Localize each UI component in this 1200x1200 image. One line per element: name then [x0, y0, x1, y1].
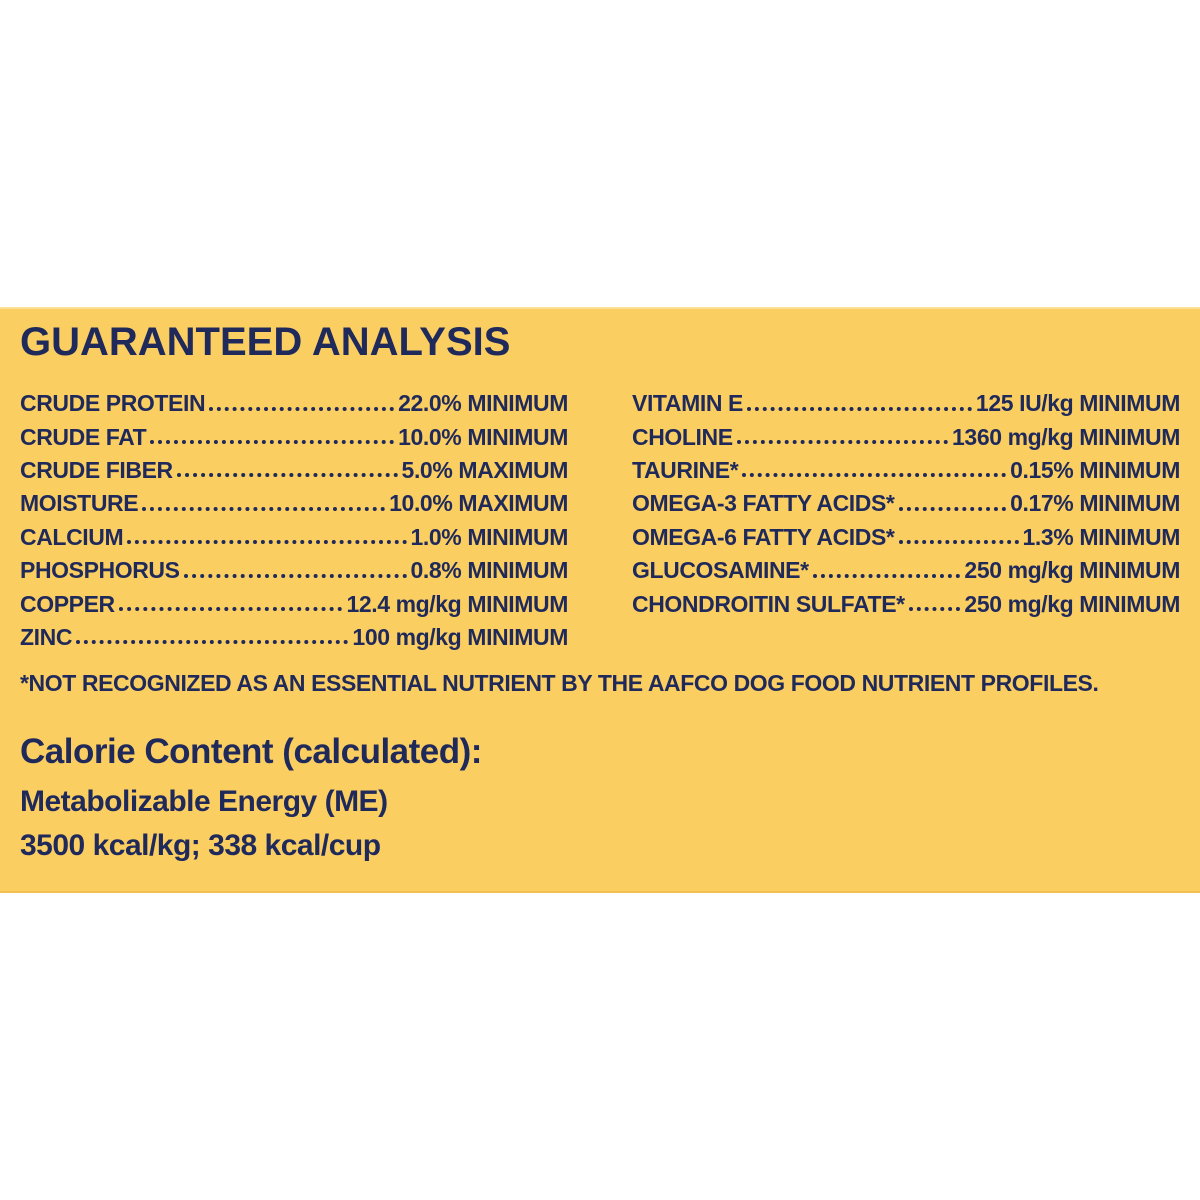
analysis-row: TAURINE* 0.15% MINIMUM [632, 454, 1180, 487]
nutrient-label: ZINC [20, 623, 73, 650]
analysis-row: CALCIUM 1.0% MINIMUM [20, 521, 568, 554]
calorie-content-section: Calorie Content (calculated): Metaboliza… [20, 732, 1180, 868]
nutrient-label: CRUDE PROTEIN [20, 390, 206, 417]
dot-leader [908, 607, 961, 612]
nutrient-value: 125 IU/kg MINIMUM [975, 390, 1180, 417]
nutrient-value: 0.17% MINIMUM [1010, 490, 1180, 517]
nutrient-label: MOISTURE [20, 490, 139, 517]
dot-leader [76, 640, 349, 645]
nutrient-label: COPPER [20, 590, 115, 617]
nutrient-value: 1.3% MINIMUM [1022, 523, 1181, 550]
nutrient-value: 1360 mg/kg MINIMUM [952, 423, 1180, 450]
nutrient-value: 22.0% MINIMUM [398, 390, 568, 417]
calorie-content-heading: Calorie Content (calculated): [20, 732, 482, 772]
nutrient-value: 10.0% MINIMUM [398, 423, 568, 450]
analysis-row: PHOSPHORUS 0.8% MINIMUM [20, 554, 568, 587]
dot-leader [742, 473, 1007, 478]
analysis-row: GLUCOSAMINE* 250 mg/kg MINIMUM [632, 554, 1180, 587]
dot-leader [736, 440, 949, 445]
dot-leader [746, 406, 972, 411]
nutrient-label: VITAMIN E [632, 390, 743, 417]
analysis-row: VITAMIN E 125 IU/kg MINIMUM [632, 387, 1180, 420]
nutrient-label: OMEGA-6 FATTY ACIDS* [632, 523, 895, 550]
nutrient-value: 0.8% MINIMUM [410, 557, 569, 584]
analysis-row: CHOLINE 1360 mg/kg MINIMUM [632, 420, 1180, 453]
dot-leader [150, 440, 395, 445]
metabolizable-energy-line: Metabolizable Energy (ME) [20, 785, 388, 819]
nutrient-value: 250 mg/kg MINIMUM [964, 557, 1180, 584]
analysis-row: OMEGA-3 FATTY ACIDS* 0.17% MINIMUM [632, 487, 1180, 520]
analysis-row: ZINC 100 mg/kg MINIMUM [20, 621, 568, 654]
dot-leader [898, 540, 1019, 545]
analysis-row: CHONDROITIN SULFATE* 250 mg/kg MINIMUM [632, 587, 1180, 620]
guaranteed-analysis-panel: GUARANTEED ANALYSIS CRUDE PROTEIN 22.0% M… [0, 307, 1200, 893]
nutrient-value: 1.0% MINIMUM [410, 523, 569, 550]
analysis-row: OMEGA-6 FATTY ACIDS* 1.3% MINIMUM [632, 521, 1180, 554]
analysis-column-right: VITAMIN E 125 IU/kg MINIMUM CHOLINE 1360 mg… [632, 387, 1180, 654]
analysis-row: CRUDE PROTEIN 22.0% MINIMUM [20, 387, 568, 420]
nutrient-label: CRUDE FIBER [20, 456, 173, 483]
nutrient-value: 5.0% MAXIMUM [401, 456, 569, 483]
analysis-row: MOISTURE 10.0% MAXIMUM [20, 487, 568, 520]
analysis-row: COPPER 12.4 mg/kg MINIMUM [20, 587, 568, 620]
kcal-values-line: 3500 kcal/kg; 338 kcal/cup [20, 829, 381, 863]
nutrient-label: CRUDE FAT [20, 423, 147, 450]
analysis-columns: CRUDE PROTEIN 22.0% MINIMUM CRUDE FAT 10.0%… [20, 387, 1180, 654]
analysis-column-left: CRUDE PROTEIN 22.0% MINIMUM CRUDE FAT 10.0%… [20, 387, 568, 654]
dot-leader [142, 506, 386, 511]
nutrient-label: CALCIUM [20, 523, 124, 550]
dot-leader [118, 607, 343, 612]
dot-leader [812, 573, 961, 578]
panel-title: GUARANTEED ANALYSIS [20, 320, 511, 364]
nutrient-label: TAURINE* [632, 456, 739, 483]
nutrient-label: GLUCOSAMINE* [632, 557, 809, 584]
nutrient-label: PHOSPHORUS [20, 557, 180, 584]
nutrient-value: 250 mg/kg MINIMUM [964, 590, 1180, 617]
nutrient-value: 10.0% MAXIMUM [389, 490, 568, 517]
nutrient-label: CHONDROITIN SULFATE* [632, 590, 905, 617]
analysis-row: CRUDE FIBER 5.0% MAXIMUM [20, 454, 568, 487]
aafco-footnote: *NOT RECOGNIZED AS AN ESSENTIAL NUTRIENT… [20, 670, 1099, 697]
dot-leader [898, 506, 1007, 511]
dot-leader [209, 406, 395, 411]
calorie-content-lines: Metabolizable Energy (ME) 3500 kcal/kg; … [20, 780, 1180, 868]
dot-leader [183, 573, 407, 578]
dot-leader [127, 540, 407, 545]
nutrient-value: 100 mg/kg MINIMUM [352, 623, 568, 650]
nutrient-label: CHOLINE [632, 423, 733, 450]
dot-leader [176, 473, 398, 478]
nutrient-label: OMEGA-3 FATTY ACIDS* [632, 490, 895, 517]
nutrient-value: 0.15% MINIMUM [1010, 456, 1180, 483]
nutrient-value: 12.4 mg/kg MINIMUM [346, 590, 568, 617]
analysis-row: CRUDE FAT 10.0% MINIMUM [20, 420, 568, 453]
